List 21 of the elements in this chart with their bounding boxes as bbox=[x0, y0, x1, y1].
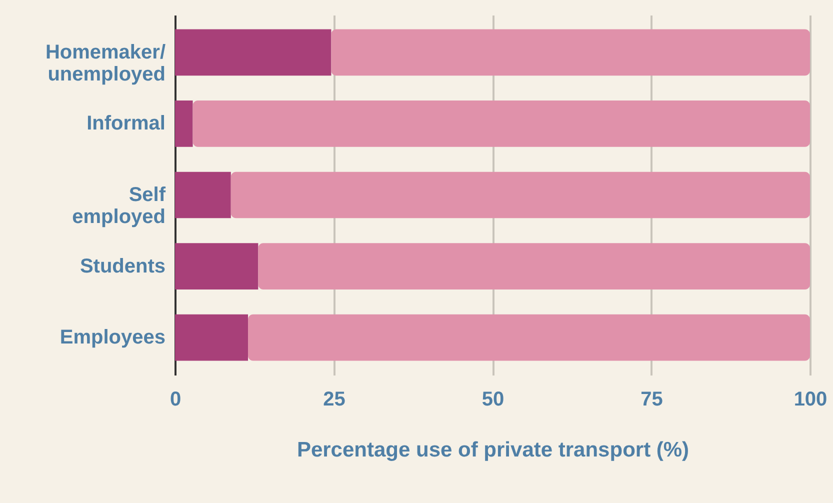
bar bbox=[230, 172, 810, 218]
bar bbox=[175, 29, 332, 76]
x-tick-label: 50 bbox=[482, 388, 504, 410]
bar bbox=[175, 314, 248, 361]
bar bbox=[248, 314, 810, 361]
y-tick-label: Employees bbox=[60, 326, 166, 349]
x-tick-label: 100 bbox=[794, 388, 828, 410]
bar bbox=[175, 243, 258, 290]
x-tick-label: 0 bbox=[170, 388, 182, 410]
x-tick-label: 75 bbox=[640, 388, 663, 410]
y-tick-label: Informal bbox=[86, 112, 166, 135]
bar bbox=[258, 243, 810, 290]
y-tick-label: Self employed bbox=[72, 184, 166, 228]
y-tick-label: Homemaker/unemployed bbox=[45, 41, 166, 86]
bar bbox=[175, 172, 231, 218]
bar bbox=[331, 29, 810, 76]
bar bbox=[175, 100, 193, 147]
x-axis-title: Percentage use of private transport (%) bbox=[296, 438, 690, 462]
x-tick-label: 25 bbox=[323, 388, 346, 410]
bar bbox=[192, 100, 810, 147]
y-tick-label: Students bbox=[80, 255, 166, 278]
